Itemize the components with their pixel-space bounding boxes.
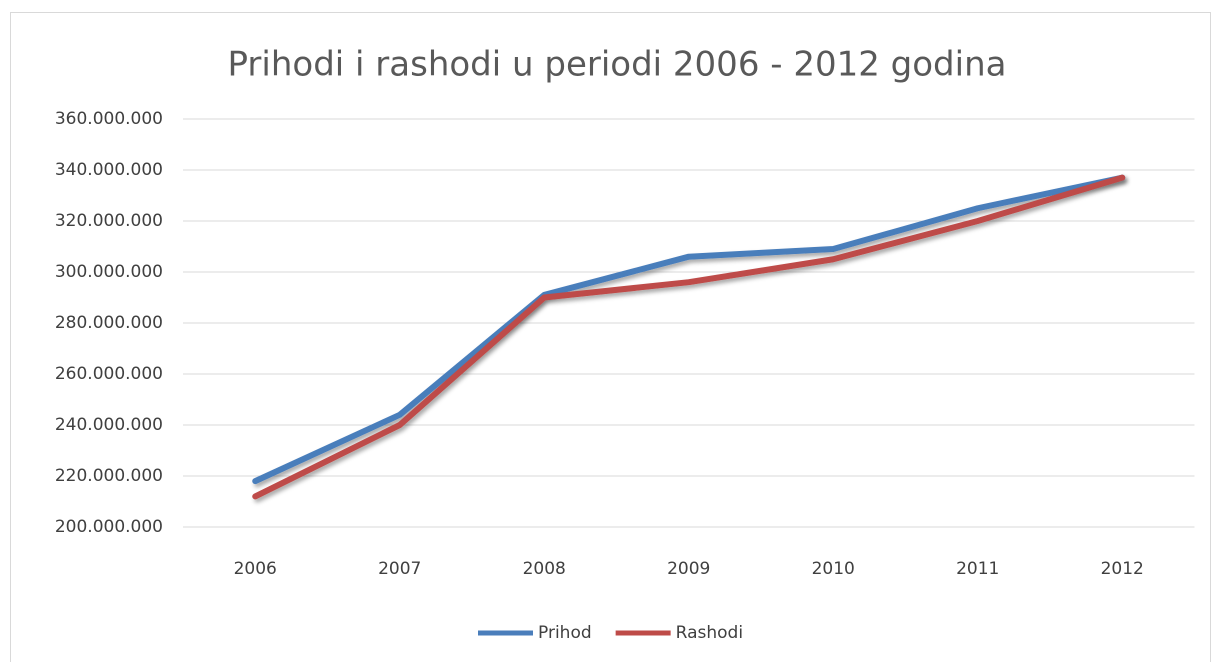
x-tick-label: 2008: [523, 559, 566, 579]
x-tick-label: 2011: [956, 559, 999, 579]
y-tick-label: 220.000.000: [55, 466, 163, 486]
x-tick-label: 2010: [812, 559, 855, 579]
chart-title: Prihodi i rashodi u periodi 2006 - 2012 …: [228, 45, 1007, 85]
chart-frame: [10, 12, 1211, 662]
y-tick-label: 200.000.000: [55, 517, 163, 537]
y-tick-label: 360.000.000: [55, 109, 163, 129]
x-tick-label: 2007: [378, 559, 421, 579]
x-tick-label: 2006: [234, 559, 277, 579]
y-tick-label: 280.000.000: [55, 313, 163, 333]
legend-label: Rashodi: [676, 623, 743, 643]
y-tick-label: 320.000.000: [55, 211, 163, 231]
legend-label: Prihod: [538, 623, 592, 643]
y-tick-label: 300.000.000: [55, 262, 163, 282]
y-tick-label: 240.000.000: [55, 415, 163, 435]
series-line: [252, 174, 1126, 485]
series-line: [252, 174, 1126, 500]
x-tick-label: 2012: [1101, 559, 1144, 579]
y-tick-label: 260.000.000: [55, 364, 163, 384]
x-tick-label: 2009: [667, 559, 710, 579]
y-tick-label: 340.000.000: [55, 160, 163, 180]
